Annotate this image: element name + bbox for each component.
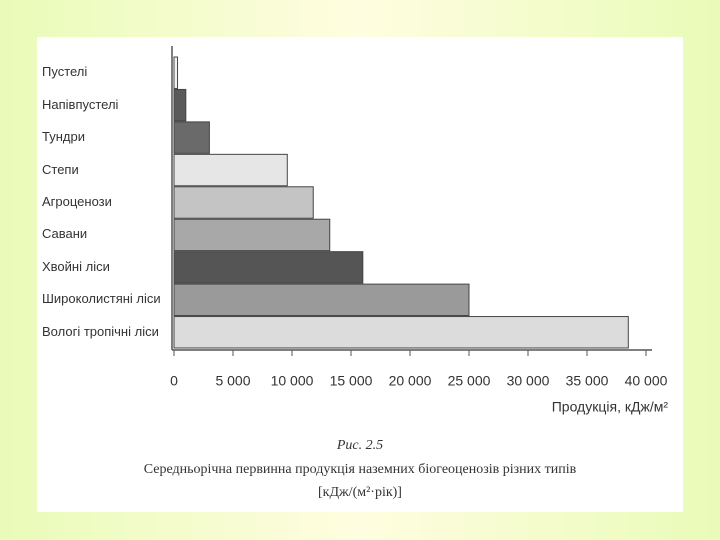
- x-tick-label: 20 000: [389, 373, 432, 389]
- category-label: Тундри: [42, 129, 85, 145]
- figure-label: Рис. 2.5: [336, 438, 383, 453]
- x-tick-label: 35 000: [566, 373, 609, 389]
- x-tick-label: 10 000: [271, 373, 314, 389]
- category-label: Широколистяні ліси: [42, 291, 161, 307]
- category-label: Хвойні ліси: [42, 258, 110, 274]
- bar: [173, 218, 331, 252]
- category-label: Степи: [42, 161, 79, 177]
- caption: Середньорічна первинна продукція наземни…: [144, 462, 577, 477]
- category-label: Напівпустелі: [42, 96, 119, 112]
- x-tick-label: 30 000: [507, 373, 550, 389]
- bar: [173, 121, 210, 154]
- x-tick-label: 5 000: [215, 373, 250, 389]
- caption-units: [кДж/(м²·рік)]: [318, 485, 402, 500]
- category-label: Агроценози: [42, 194, 112, 209]
- x-tick-label: 40 000: [625, 373, 668, 389]
- bar: [173, 251, 364, 284]
- category-label: Вологі тропічні ліси: [42, 323, 159, 339]
- x-tick-label: 0: [170, 373, 178, 389]
- x-tick-label: 15 000: [330, 373, 373, 389]
- bar: [173, 56, 179, 89]
- bar: [173, 316, 629, 349]
- bar: [173, 88, 187, 122]
- category-label: Пустелі: [42, 64, 88, 80]
- bar: [173, 186, 314, 219]
- x-tick-label: 25 000: [448, 373, 491, 389]
- bar: [173, 153, 288, 187]
- bar: [173, 283, 470, 317]
- category-label: Савани: [42, 226, 88, 242]
- x-axis-label: Продукція, кДж/м²: [552, 399, 669, 415]
